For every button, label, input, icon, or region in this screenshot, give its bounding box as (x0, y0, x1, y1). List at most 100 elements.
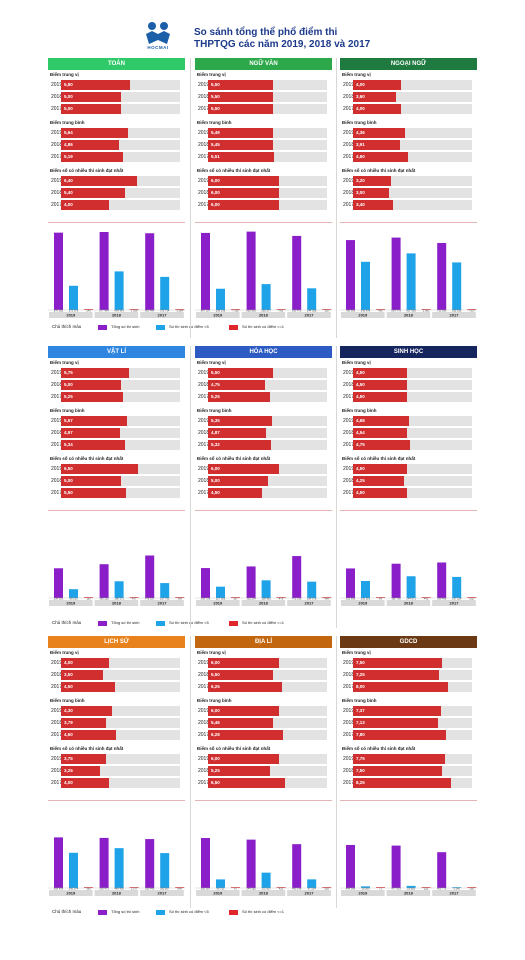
metric-bar: 5,46 (208, 718, 273, 728)
metric-row: 2018 3,79 (48, 718, 185, 728)
metric-bar: 5,25 (61, 392, 124, 402)
bar-value-label: 421 (279, 887, 284, 891)
metric-row: 2018 5,00 (48, 476, 185, 486)
year-label: 2018 (198, 382, 210, 388)
bar-value-label: 18 560 (362, 887, 370, 891)
chart-bar (376, 597, 385, 598)
metric-bar: 4,75 (208, 380, 265, 390)
x-tick-label: 2018 (112, 891, 122, 896)
year-label: 2019 (343, 82, 355, 88)
metric-row: 2018 5,00 (195, 476, 332, 486)
section-label-mode: Điểm số có nhiều thí sinh đạt nhất (342, 456, 416, 461)
section-divider (48, 222, 185, 223)
bar-value-label: 7 262 (232, 309, 239, 313)
chart-bar (376, 887, 385, 888)
metric-bar: 4,68 (353, 416, 409, 426)
metric-row: 2018 4,75 (195, 380, 332, 390)
section-divider (340, 800, 477, 801)
chart-bar (346, 240, 355, 310)
bar-value-label: 442 (424, 597, 429, 601)
color-legend: Chú thích màu Tổng số thí sinh Số thí sinh… (0, 619, 525, 629)
metric-row: 2017 6,50 (195, 778, 332, 788)
x-tick-label: 2019 (66, 891, 76, 896)
metric-value: 6,25 (211, 684, 220, 689)
metric-row: 2017 8,00 (340, 682, 477, 692)
year-label: 2018 (51, 768, 63, 774)
metric-value: 4,36 (356, 130, 365, 135)
legend-heading: Chú thích màu (52, 324, 82, 329)
bar-value-label: 380 220 (99, 597, 109, 601)
section-label-mode: Điểm số có nhiều thí sinh đạt nhất (197, 746, 271, 751)
column-separator (336, 346, 337, 628)
metric-bar: 3,50 (61, 670, 103, 680)
metric-value: 4,25 (356, 478, 365, 483)
x-tick-label: 2019 (358, 313, 368, 318)
section-label-median: Điểm trung vị (342, 360, 371, 365)
year-label: 2018 (51, 190, 63, 196)
column-separator (190, 346, 191, 628)
bar-value-label: 67 (234, 887, 237, 891)
chart-bar (437, 242, 447, 310)
metric-value: 4,97 (64, 430, 73, 435)
bar-value-label: 392 607 (160, 887, 170, 891)
year-label: 2019 (51, 82, 63, 88)
bar-value-label: 372 714 (160, 309, 170, 313)
metric-value: 6,00 (211, 178, 220, 183)
x-tick-label: 2017 (450, 891, 460, 896)
metric-value: 4,00 (64, 780, 73, 785)
bar-value-label: 7 607 (468, 309, 475, 313)
metric-track: 3,50 (61, 670, 180, 680)
metric-bar: 8,00 (353, 682, 449, 692)
metric-row: 2019 5,49 (195, 128, 332, 138)
section-label-median: Điểm trung vị (197, 72, 226, 77)
year-label: 2019 (51, 660, 63, 666)
metric-track: 5,00 (61, 104, 180, 114)
metric-row: 2018 5,25 (195, 766, 332, 776)
section-label-mean: Điểm trung bình (342, 698, 377, 703)
metric-track: 4,50 (208, 488, 327, 498)
chart-bar (307, 879, 317, 888)
metric-value: 6,28 (211, 732, 220, 737)
metric-row: 2017 4,50 (340, 488, 477, 498)
chart-bar (452, 262, 462, 310)
metric-value: 4,50 (356, 370, 365, 375)
metric-row: 2017 6,25 (195, 682, 332, 692)
metric-track: 5,80 (61, 80, 180, 90)
year-label: 2018 (198, 190, 210, 196)
bar-value-label: 355 234 (246, 597, 256, 601)
year-label: 2018 (343, 478, 355, 484)
year-axis-band (386, 890, 431, 896)
x-tick-label: 2018 (259, 891, 269, 896)
metric-bar: 5,34 (61, 440, 125, 450)
metric-row: 2017 5,32 (195, 440, 332, 450)
chart-bar (160, 276, 170, 310)
metric-row: 2017 4,60 (48, 730, 185, 740)
bar-value-label: 877 464 (99, 309, 109, 313)
bar-value-label: 385 756 (391, 597, 401, 601)
year-label: 2019 (198, 756, 210, 762)
metric-row: 2019 5,50 (195, 80, 332, 90)
metric-track: 3,75 (61, 754, 180, 764)
legend-swatch (98, 325, 107, 330)
chart-bar (276, 597, 286, 598)
metric-track: 6,00 (208, 658, 327, 668)
year-label: 2018 (198, 768, 210, 774)
year-label: 2018 (51, 672, 63, 678)
legend-text: Tổng số thí sinh (111, 620, 140, 625)
metric-track: 3,20 (353, 176, 472, 186)
legend-swatch (98, 621, 107, 626)
year-label: 2019 (51, 466, 63, 472)
bar-value-label: 782 (279, 309, 284, 313)
year-label: 2017 (343, 394, 355, 400)
year-label: 2017 (51, 490, 63, 496)
chart-bar (406, 253, 416, 310)
metric-bar: 5,80 (61, 80, 131, 90)
metric-row: 2019 5,75 (48, 368, 185, 378)
metric-bar: 3,79 (61, 718, 107, 728)
year-label: 2019 (198, 466, 210, 472)
chart-bar (437, 562, 447, 598)
metric-bar: 4,50 (353, 368, 407, 378)
year-label: 2019 (198, 708, 210, 714)
section-divider (195, 222, 332, 223)
bar-value-label: 478 167 (145, 597, 155, 601)
